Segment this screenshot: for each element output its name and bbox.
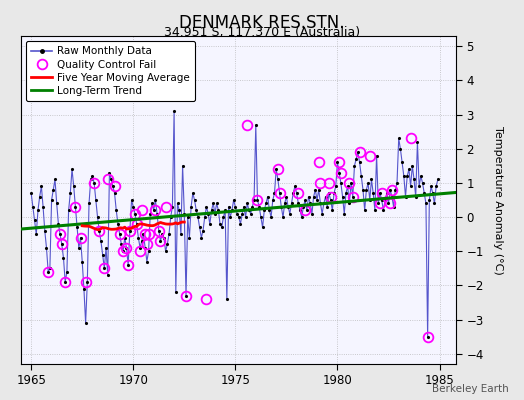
Legend: Raw Monthly Data, Quality Control Fail, Five Year Moving Average, Long-Term Tren: Raw Monthly Data, Quality Control Fail, … [26,41,195,101]
Text: DENMARK RES.STN.: DENMARK RES.STN. [179,14,345,32]
Y-axis label: Temperature Anomaly (°C): Temperature Anomaly (°C) [493,126,503,274]
Text: Berkeley Earth: Berkeley Earth [432,384,508,394]
Text: 34.951 S, 117.370 E (Australia): 34.951 S, 117.370 E (Australia) [164,26,360,39]
